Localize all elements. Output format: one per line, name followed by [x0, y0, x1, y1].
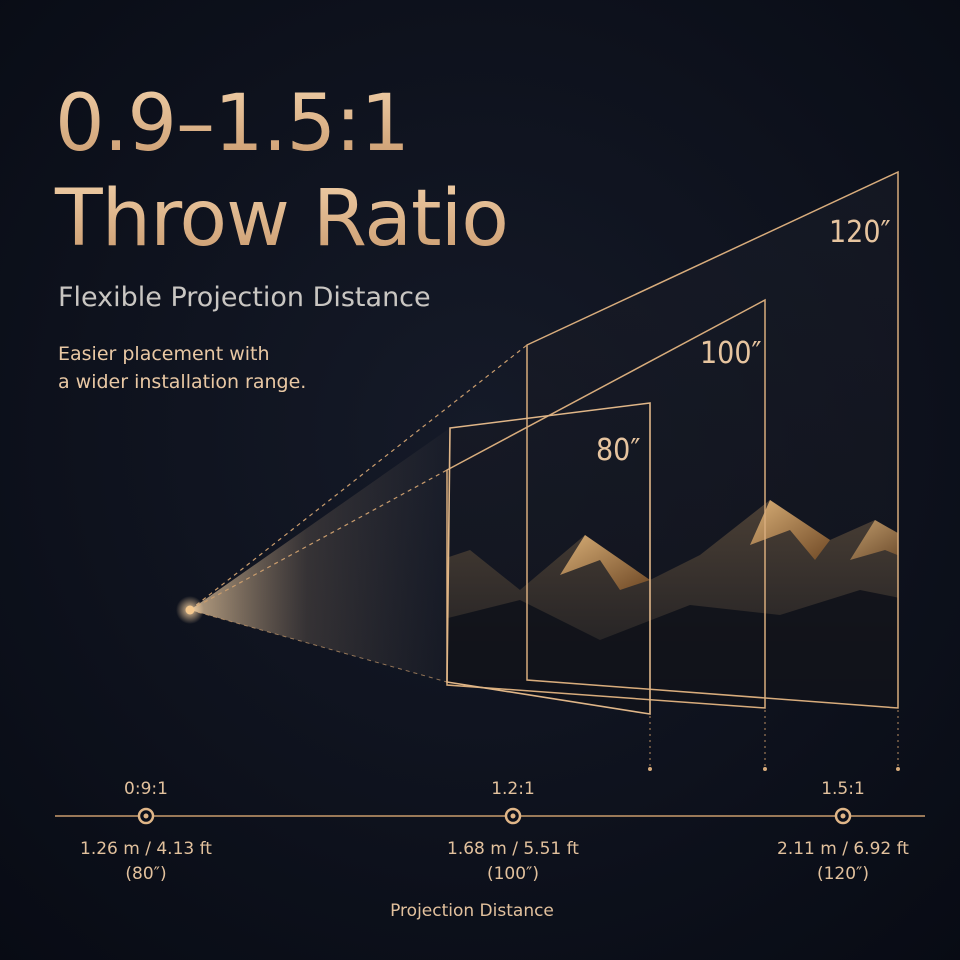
screen-size: (80″)	[125, 864, 166, 884]
axis-label: Projection Distance	[390, 901, 554, 921]
throw-ratio: 0:9:1	[124, 779, 168, 799]
screen-size: (120″)	[817, 864, 869, 884]
screen-frame	[446, 298, 766, 709]
throw-ratio: 1.5:1	[821, 779, 865, 799]
light-beam	[190, 428, 450, 682]
screen-label: 100″	[700, 336, 762, 371]
screen-label: 80″	[596, 433, 640, 468]
marker-dot	[143, 813, 149, 819]
title-line: 0.9–1.5:1	[55, 79, 409, 169]
distance: 2.11 m / 6.92 ft	[777, 839, 909, 859]
markers: 0:9:1 1.26 m / 4.13 ft (80″) 1.2:1 1.68 m / …	[80, 779, 909, 884]
screen-label: 120″	[829, 215, 891, 250]
screen-frame	[526, 170, 899, 709]
description-line: a wider installation range.	[58, 371, 306, 393]
subtitle: Flexible Projection Distance	[58, 282, 431, 313]
mountain-highlight	[560, 535, 650, 590]
title-line: Throw Ratio	[54, 174, 508, 264]
marker-dot	[510, 813, 516, 819]
drop-lines	[649, 710, 899, 768]
screen-frame	[446, 402, 651, 715]
projection-line	[189, 469, 448, 611]
screen-size: (100″)	[487, 864, 539, 884]
throw-ratio: 1.2:1	[491, 779, 535, 799]
foreground-hills	[447, 590, 898, 714]
drop-dots	[648, 767, 900, 771]
distance: 1.68 m / 5.51 ft	[447, 839, 579, 859]
projector	[185, 605, 195, 615]
mountain-highlight	[750, 500, 830, 560]
distance: 1.26 m / 4.13 ft	[80, 839, 212, 859]
description-line: Easier placement with	[58, 343, 270, 365]
marker-dot	[840, 813, 846, 819]
mountain-highlight	[850, 520, 898, 560]
